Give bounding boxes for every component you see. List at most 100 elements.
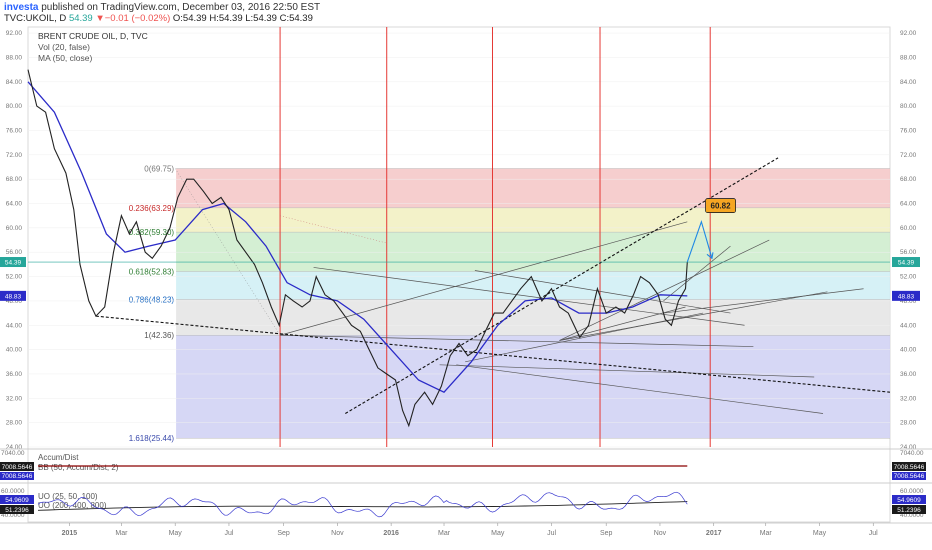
y-tick-left-2: 84.00	[6, 79, 23, 86]
y-tick-left-17: 24.00	[6, 444, 23, 451]
y-tick-right-17: 24.00	[900, 444, 917, 451]
uo-tag-left-1	[0, 495, 34, 504]
x-tick-label-9: Jul	[547, 530, 556, 537]
x-tick-label-2: May	[169, 530, 183, 537]
fib-band-3	[176, 271, 891, 300]
accum-band-left-text: 7008.5646	[2, 473, 33, 480]
uo-y-right-60: 60.0000	[900, 488, 924, 495]
dotted-channel-line	[280, 215, 387, 244]
uo-tag-right-2-text: 51.2396	[897, 507, 921, 514]
uo-y-left-40: 40.0000	[1, 512, 25, 519]
x-tick-label-15: Jul	[869, 530, 878, 537]
x-tick-label-4: Sep	[277, 530, 290, 537]
trend-line-5	[280, 334, 754, 347]
published-text: published on TradingView.com, December 0…	[41, 2, 321, 13]
uo-tag-right-2	[892, 505, 926, 514]
author-name[interactable]: investa	[4, 2, 39, 13]
dashed-trend-0	[95, 315, 891, 393]
chart-legend: BRENT CRUDE OIL, D, TVC Vol (20, false) …	[38, 31, 148, 64]
fib-band-2	[176, 232, 891, 272]
accum-band-right-text: 7008.5646	[894, 473, 925, 480]
y-tick-left-1: 88.00	[6, 54, 23, 61]
x-tick-label-10: Sep	[600, 530, 613, 537]
y-tick-left-13: 40.00	[6, 347, 23, 354]
trend-line-11	[465, 312, 704, 363]
y-tick-left-4: 76.00	[6, 127, 23, 134]
projection-arrow-head	[706, 252, 714, 260]
trend-line-7	[456, 364, 824, 414]
uo-slow-line	[37, 501, 688, 511]
y-tick-right-16: 28.00	[900, 420, 917, 427]
y-tick-left-6: 68.00	[6, 176, 23, 183]
chart-title: BRENT CRUDE OIL, D, TVC	[38, 31, 148, 41]
y-tick-left-7: 64.00	[6, 201, 23, 208]
trend-line-9	[663, 245, 731, 302]
uo-tag-left-2	[0, 505, 34, 514]
y-tick-left-5: 72.00	[6, 152, 23, 159]
uo-tag-left-1-text: 54.9609	[5, 497, 29, 504]
y-tick-left-3: 80.00	[6, 103, 23, 110]
fib-label-1: 0.236(63.29)	[129, 204, 175, 213]
trend-line-2	[474, 270, 731, 314]
trend-line-3	[559, 239, 770, 341]
target-box	[705, 198, 736, 213]
price-line	[27, 69, 688, 428]
y-tick-right-15: 32.00	[900, 395, 917, 402]
fib-label-4: 0.786(48.23)	[129, 296, 175, 305]
x-tick-label-14: May	[813, 530, 827, 537]
uo-y-left-60: 60.0000	[1, 488, 25, 495]
fib-band-0	[176, 168, 891, 208]
y-tick-right-8: 60.00	[900, 225, 917, 232]
accum-band-left	[0, 472, 34, 480]
x-tick-label-1: Mar	[115, 530, 128, 537]
accum-y-right: 7040.00	[900, 450, 924, 457]
y-tick-right-4: 76.00	[900, 127, 917, 134]
x-tick-label-12: 2017	[706, 530, 722, 537]
accum-band-right	[892, 472, 926, 480]
accum-sub: BB (50, Accum/Dist, 2)	[38, 463, 119, 472]
symbol-name: TVC:UKOIL, D	[4, 13, 67, 24]
trend-line-6	[439, 364, 815, 378]
symbol-line: TVC:UKOIL, D 54.39 ▼−0.01 (−0.02%) O:54.…	[4, 13, 313, 24]
fib-band-4	[176, 299, 891, 336]
x-tick-label-7: Mar	[438, 530, 451, 537]
ohlc-values: O:54.39 H:54.39 L:54.39 C:54.39	[172, 13, 313, 24]
y-tick-left-12: 44.00	[6, 322, 23, 329]
fib-band-5	[176, 335, 891, 439]
price-tag-right-text: 54.39	[898, 260, 915, 267]
ma-tag-left	[0, 290, 26, 301]
accum-tag-right	[892, 462, 926, 471]
y-tick-left-15: 32.00	[6, 395, 23, 402]
y-tick-left-8: 60.00	[6, 225, 23, 232]
fib-label-3: 0.618(52.83)	[129, 268, 175, 277]
x-tick-label-0: 2015	[62, 530, 78, 537]
legend-ma[interactable]: MA (50, close)	[38, 53, 93, 63]
y-tick-left-14: 36.00	[6, 371, 23, 378]
x-tick-label-11: Nov	[654, 530, 667, 537]
trend-line-0	[279, 221, 688, 336]
y-tick-right-6: 68.00	[900, 176, 917, 183]
legend-vol[interactable]: Vol (20, false)	[38, 42, 90, 52]
y-tick-right-13: 40.00	[900, 347, 917, 354]
y-tick-right-9: 56.00	[900, 249, 917, 256]
ma-tag-right-text: 48.83	[898, 293, 915, 300]
fib-band-1	[176, 207, 891, 233]
y-tick-right-12: 44.00	[900, 322, 917, 329]
dashed-trend-1	[345, 157, 779, 414]
accum-tag-left	[0, 462, 34, 471]
fib-label-5: 1(42.36)	[144, 331, 174, 340]
accum-tag-left-text: 7008.5646	[2, 464, 33, 471]
uo-y-right-40: 40.0000	[900, 512, 924, 519]
ma-tag-right	[892, 290, 920, 301]
y-tick-right-3: 80.00	[900, 103, 917, 110]
y-tick-left-9: 56.00	[6, 249, 23, 256]
y-tick-right-11: 48.00	[900, 298, 917, 305]
price-tag-left-text: 54.39	[5, 260, 22, 267]
price-tag-right	[892, 257, 920, 268]
y-tick-left-0: 92.00	[6, 30, 23, 37]
ma-tag-left-text: 48.83	[5, 293, 22, 300]
fib-label-2: 0.382(59.30)	[129, 228, 175, 237]
ma-50-line	[27, 81, 688, 393]
y-tick-right-7: 64.00	[900, 201, 917, 208]
